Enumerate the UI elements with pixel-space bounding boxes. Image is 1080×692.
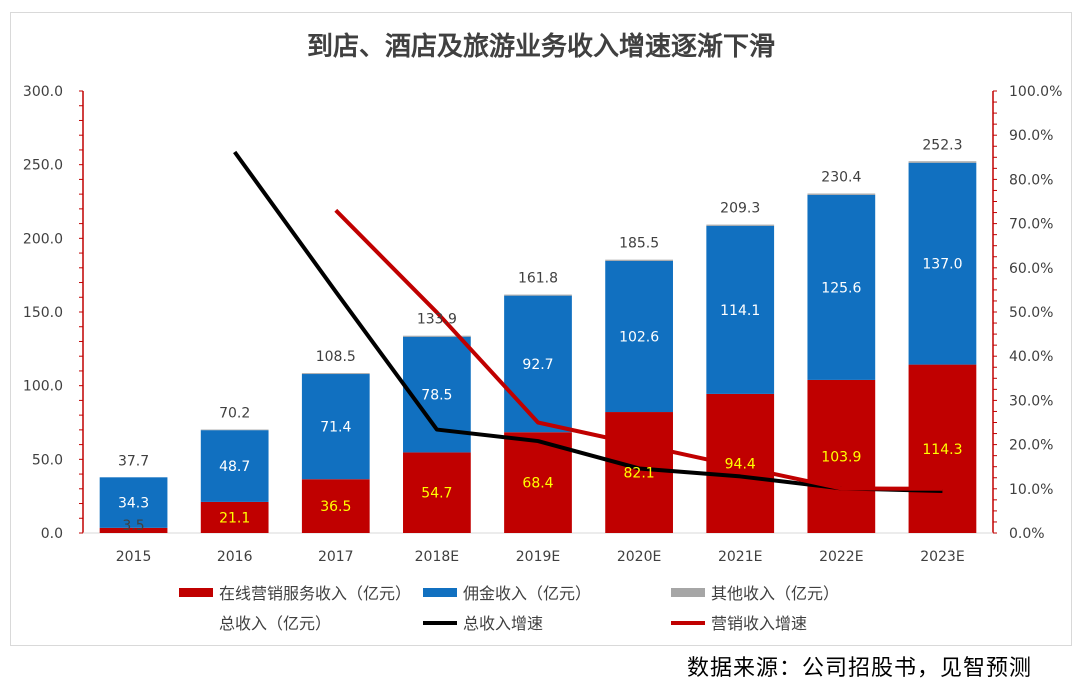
online-marketing-value-label: 103.9 — [821, 449, 861, 465]
total-value-label: 209.3 — [720, 201, 760, 217]
bar-segment — [807, 194, 876, 380]
left-tick-label: 50.0 — [32, 452, 63, 468]
total-value-label: 252.3 — [922, 137, 962, 153]
bar-segment — [605, 412, 673, 533]
left-tick-label: 0.0 — [41, 526, 63, 542]
total-value-label: 70.2 — [219, 406, 250, 422]
total-value-label: 161.8 — [518, 271, 558, 287]
left-tick-label: 100.0 — [23, 379, 63, 395]
commission-value-label: 137.0 — [922, 257, 962, 273]
legend-swatch — [671, 588, 705, 597]
right-tick-label: 30.0% — [1009, 393, 1053, 409]
online-marketing-value-label: 114.3 — [922, 442, 962, 458]
bar-segment — [200, 430, 269, 502]
bar-segment — [605, 260, 673, 413]
legend-swatch — [423, 588, 457, 597]
bar-segment — [706, 224, 775, 226]
legend-label: 佣金收入（亿元） — [463, 584, 591, 603]
bar-segment — [301, 373, 370, 375]
left-tick-label: 150.0 — [23, 305, 63, 321]
chart-frame: 到店、酒店及旅游业务收入增速逐渐下滑 0.0 50.0 100.0 150.0 200.… — [10, 12, 1072, 646]
bar-segment — [605, 259, 673, 261]
commission-value-label: 102.6 — [619, 329, 659, 345]
total-value-label: 185.5 — [619, 236, 659, 252]
bar-segment — [807, 379, 876, 533]
source-note: 数据来源：公司招股书，见智预测 — [686, 656, 1032, 681]
commission-value-label: 48.7 — [219, 459, 250, 475]
bar-segment — [99, 527, 168, 533]
legend-label: 营销收入增速 — [711, 614, 807, 633]
right-tick-label: 70.0% — [1009, 217, 1053, 233]
x-tick-label: 2016 — [217, 549, 253, 565]
legend-swatch — [179, 588, 213, 597]
x-tick-label: 2015 — [116, 549, 152, 565]
bar-segment — [403, 335, 471, 337]
total-value-label: 133.9 — [417, 312, 457, 328]
bar-segment — [807, 193, 876, 195]
x-tick-label: 2023E — [920, 549, 964, 565]
x-tick-label: 2021E — [718, 549, 762, 565]
commission-value-label: 125.6 — [821, 280, 861, 296]
right-tick-label: 90.0% — [1009, 128, 1053, 144]
x-tick-label: 2017 — [318, 549, 354, 565]
bar-segment — [504, 294, 572, 296]
right-tick-label: 80.0% — [1009, 172, 1053, 188]
bar-segment — [200, 501, 269, 533]
legend-label: 其他收入（亿元） — [711, 584, 839, 603]
bar-segment — [99, 477, 168, 528]
bar-segment — [200, 429, 269, 431]
bar-segment — [301, 479, 370, 533]
bar-segment — [908, 364, 977, 533]
commission-value-label: 114.1 — [720, 303, 760, 319]
right-tick-label: 100.0% — [1009, 84, 1062, 100]
total-value-label: 230.4 — [821, 170, 861, 186]
right-tick-label: 10.0% — [1009, 482, 1053, 498]
bar-segment — [908, 162, 977, 365]
online-marketing-value-label: 3.5 — [122, 518, 144, 534]
left-tick-label: 300.0 — [23, 84, 63, 100]
left-tick-label: 200.0 — [23, 231, 63, 247]
revenue-growth-chart: 到店、酒店及旅游业务收入增速逐渐下滑 0.0 50.0 100.0 150.0 200.… — [23, 31, 1062, 633]
commission-value-label: 92.7 — [522, 357, 553, 373]
right-tick-label: 0.0% — [1009, 526, 1045, 542]
x-tick-label: 2022E — [819, 549, 863, 565]
total-value-label: 37.7 — [118, 453, 149, 469]
online-marketing-value-label: 94.4 — [725, 456, 756, 472]
commission-value-label: 34.3 — [118, 496, 149, 512]
x-tick-label: 2020E — [617, 549, 661, 565]
right-tick-label: 20.0% — [1009, 438, 1053, 454]
right-tick-label: 50.0% — [1009, 305, 1053, 321]
right-tick-label: 60.0% — [1009, 261, 1053, 277]
bar-segment — [403, 452, 471, 533]
legend-label: 总收入增速 — [463, 614, 543, 633]
online-marketing-value-label: 21.1 — [219, 510, 250, 526]
right-tick-label: 40.0% — [1009, 349, 1053, 365]
growth-line — [334, 208, 943, 491]
bar-segment — [301, 374, 370, 480]
online-marketing-value-label: 68.4 — [522, 476, 553, 492]
left-tick-label: 250.0 — [23, 158, 63, 174]
bar-segment — [908, 161, 977, 163]
x-tick-label: 2019E — [516, 549, 560, 565]
bar-segment — [504, 295, 572, 433]
total-value-label: 108.5 — [316, 349, 356, 365]
bar-segment — [706, 225, 775, 394]
legend-label: 在线营销服务收入（亿元） — [219, 584, 411, 603]
online-marketing-value-label: 54.7 — [421, 486, 452, 502]
commission-value-label: 71.4 — [320, 420, 351, 436]
commission-value-label: 78.5 — [421, 388, 452, 404]
x-tick-label: 2018E — [415, 549, 459, 565]
online-marketing-value-label: 82.1 — [624, 466, 655, 482]
online-marketing-value-label: 36.5 — [320, 499, 351, 515]
legend-label: 总收入（亿元） — [219, 614, 331, 633]
chart-title: 到店、酒店及旅游业务收入增速逐渐下滑 — [307, 31, 775, 62]
